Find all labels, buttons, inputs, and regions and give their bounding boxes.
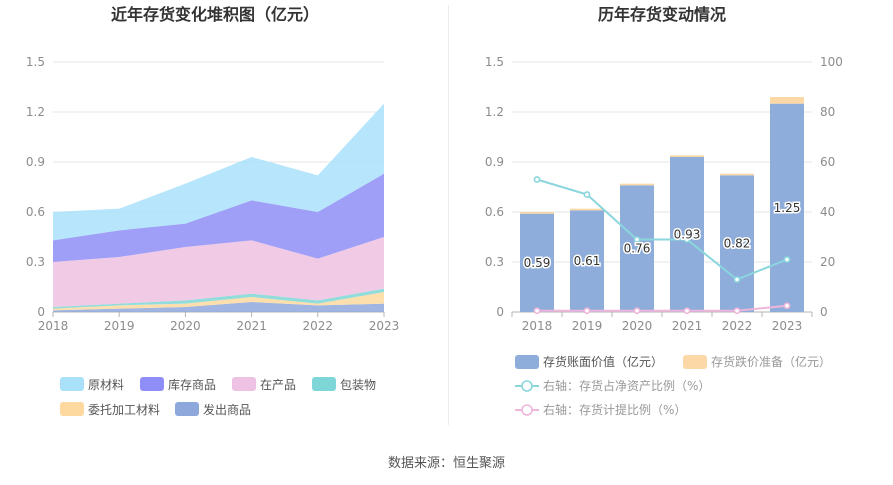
legend-swatch <box>312 377 336 391</box>
line-point <box>683 236 691 243</box>
line-point <box>733 276 741 283</box>
stacked-area-chart: 近年存货变化堆积图（亿元） 0 0.3 0.6 0.9 1.2 1.5 2018 2019 202… <box>26 5 399 417</box>
legend-swatch <box>140 377 164 391</box>
area-wip <box>53 237 384 307</box>
area-raw_materials <box>53 103 384 241</box>
legend-label: 在产品 <box>260 378 296 392</box>
bar-impairment <box>670 155 704 157</box>
bar-book-value <box>620 185 654 312</box>
x-tick-label: 2020 <box>622 319 653 333</box>
bar-value-label: 0.76 <box>624 242 651 256</box>
area-stock_goods <box>53 173 384 262</box>
x-tick-label: 2022 <box>303 319 334 333</box>
legend-label: 右轴：存货占净资产比例（%） <box>543 378 710 393</box>
area-outsourced <box>53 292 384 311</box>
y2-tick-label: 80 <box>820 105 835 119</box>
legend-label: 右轴：存货计提比例（%） <box>543 402 686 417</box>
legend-label: 原材料 <box>88 378 124 392</box>
line-point <box>533 176 541 183</box>
y2-tick-label: 40 <box>820 205 835 219</box>
legend-label: 委托加工材料 <box>88 403 160 417</box>
x-tick-label: 2023 <box>369 319 400 333</box>
legend-label: 包装物 <box>340 378 376 392</box>
legend-swatch <box>683 355 707 369</box>
bar-impairment <box>620 183 654 186</box>
bar-book-value <box>770 103 804 313</box>
bar-impairment <box>720 173 754 176</box>
legend-marker <box>521 380 533 392</box>
y-tick-label: 0.9 <box>26 155 45 169</box>
bar-impairment <box>770 97 804 104</box>
legend-label: 发出商品 <box>203 402 251 417</box>
legend-label: 存货跌价准备（亿元） <box>711 354 831 369</box>
area-shipped <box>53 302 384 312</box>
legend-swatch <box>515 355 539 369</box>
legend-swatch <box>175 402 199 416</box>
bar-book-value <box>520 213 554 312</box>
y-tick-label: 0.6 <box>485 205 504 219</box>
x-tick-label: 2020 <box>170 319 201 333</box>
y-tick-label: 0.3 <box>485 255 504 269</box>
y2-tick-label: 0 <box>820 305 828 319</box>
area-packaging <box>53 288 384 309</box>
line-point <box>783 256 791 263</box>
y-tick-label: 0.9 <box>485 155 504 169</box>
line-ratio_provision <box>537 304 788 312</box>
line-point <box>683 307 691 315</box>
y2-tick-label: 20 <box>820 255 835 269</box>
inventory-change-chart: 历年存货变动情况 0 0.3 0.6 0.9 1.2 1.5 0 20 40 60 80 100 2018… <box>485 5 843 417</box>
legend-label: 库存商品 <box>168 377 216 392</box>
bar-value-label: 0.61 <box>574 254 601 268</box>
bar-value-label: 0.82 <box>724 237 751 251</box>
x-tick-label: 2018 <box>522 319 553 333</box>
area-chart-title: 近年存货变化堆积图（亿元） <box>111 5 319 24</box>
y2-tick-label: 100 <box>820 55 843 69</box>
line-ratio_net <box>536 178 788 281</box>
x-tick-label: 2021 <box>236 319 267 333</box>
x-tick-label: 2019 <box>572 319 603 333</box>
line-point <box>633 236 641 243</box>
line-point <box>583 307 591 315</box>
bar-book-value <box>670 157 704 312</box>
line-point <box>783 302 791 310</box>
x-tick-label: 2021 <box>672 319 703 333</box>
bar-impairment <box>520 212 554 214</box>
y-tick-label: 0 <box>37 305 45 319</box>
legend-swatch <box>60 402 84 416</box>
line-point <box>583 191 591 198</box>
legend-swatch <box>60 377 84 391</box>
y2-tick-label: 60 <box>820 155 835 169</box>
legend-marker <box>521 404 533 416</box>
panel-divider <box>448 5 449 425</box>
bar-chart-title: 历年存货变动情况 <box>598 5 726 24</box>
y-tick-label: 0 <box>496 305 504 319</box>
x-tick-label: 2022 <box>722 319 753 333</box>
bar-impairment <box>570 208 604 211</box>
bar-value-label: 1.25 <box>774 201 801 215</box>
x-tick-label: 2023 <box>772 319 803 333</box>
legend-label: 存货账面价值（亿元） <box>543 354 663 369</box>
x-tick-label: 2019 <box>104 319 135 333</box>
y-tick-label: 1.2 <box>26 105 45 119</box>
y-tick-label: 1.5 <box>26 55 45 69</box>
line-point <box>533 307 541 315</box>
bar-book-value <box>720 175 754 312</box>
x-tick-label: 2018 <box>38 319 69 333</box>
y-tick-label: 0.3 <box>26 255 45 269</box>
line-point <box>633 307 641 315</box>
legend-swatch <box>232 377 256 391</box>
bar-book-value <box>570 210 604 312</box>
y-tick-label: 1.2 <box>485 105 504 119</box>
y-tick-label: 1.5 <box>485 55 504 69</box>
line-point <box>733 307 741 315</box>
source-text: 数据来源：恒生聚源 <box>387 456 505 471</box>
bar-value-label: 0.59 <box>524 256 551 270</box>
y-tick-label: 0.6 <box>26 205 45 219</box>
bar-value-label: 0.93 <box>674 228 701 242</box>
